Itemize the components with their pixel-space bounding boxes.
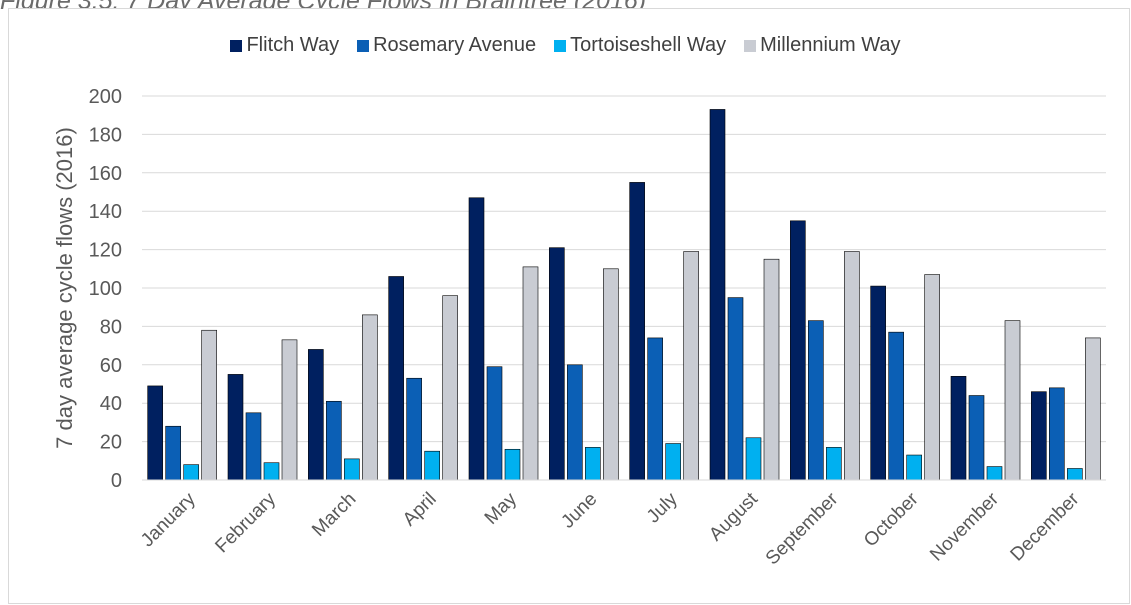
x-tick-label: December [1007,488,1084,565]
chart-frame [8,8,1130,604]
legend-swatch [230,39,243,52]
bar-flitch-way [629,182,645,481]
bar-rosemary-avenue [727,297,744,481]
bar-tortoiseshell-way [504,448,521,481]
bar-rosemary-avenue [165,425,181,481]
x-tick-label: May [481,488,522,529]
bar-millennium-way [522,266,539,481]
y-tick-label: 20 [100,432,122,454]
bar-millennium-way [924,274,940,481]
bar-rosemary-avenue [326,400,342,481]
bar-tortoiseshell-way [1067,468,1083,481]
bar-millennium-way [442,295,458,481]
bar-tortoiseshell-way [986,466,1003,481]
bar-flitch-way [468,197,485,481]
y-tick-label: 180 [89,124,122,146]
bar-tortoiseshell-way [826,447,842,481]
bar-millennium-way [281,339,298,481]
bar-tortoiseshell-way [906,454,922,481]
bar-flitch-way [147,385,163,481]
bar-tortoiseshell-way [183,464,199,481]
x-tick-label: September [762,488,843,569]
bar-tortoiseshell-way [424,450,440,481]
bar-rosemary-avenue [1049,387,1065,481]
legend-label: Tortoiseshell Way [570,34,727,56]
y-tick-label: 160 [89,163,122,185]
bar-tortoiseshell-way [585,447,601,481]
legend-item: Tortoiseshell Way [554,34,726,57]
y-tick-label: 0 [111,470,122,492]
bar-flitch-way [388,276,404,481]
bar-flitch-way [308,349,324,481]
bar-rosemary-avenue [486,366,503,481]
bar-flitch-way [549,247,565,481]
y-tick-label: 140 [89,201,122,223]
legend-label: Millennium Way [760,34,901,56]
bar-flitch-way [227,374,244,481]
bar-rosemary-avenue [245,412,262,481]
legend-swatch [357,39,370,52]
x-tick-label: June [557,489,601,533]
x-tick-label: October [860,488,923,551]
bar-tortoiseshell-way [745,437,762,481]
y-tick-label: 100 [89,278,122,300]
y-tick-label: 200 [89,86,122,108]
bar-millennium-way [683,251,699,481]
y-axis-label: 7 day average cycle flows (2016) [52,127,77,449]
bar-rosemary-avenue [406,377,422,481]
y-tick-label: 40 [100,393,122,415]
bar-tortoiseshell-way [344,458,360,481]
y-tick-label: 80 [100,316,122,338]
bar-rosemary-avenue [567,364,583,481]
bar-millennium-way [201,329,217,481]
x-tick-label: August [705,488,762,545]
bar-millennium-way [362,314,378,481]
legend-item: Millennium Way [744,34,901,57]
y-tick-label: 120 [89,240,122,262]
x-tick-label: November [926,488,1003,565]
x-tick-label: March [308,489,360,541]
bar-millennium-way [844,251,860,481]
bar-millennium-way [1004,320,1021,481]
chart-legend: Flitch Way Rosemary Avenue Tortoiseshell W… [0,34,1131,57]
legend-label: Flitch Way [246,34,340,56]
bar-flitch-way [1031,391,1047,481]
legend-swatch [554,39,567,52]
bar-tortoiseshell-way [263,462,280,481]
bar-millennium-way [763,258,780,481]
y-tick-label: 60 [100,355,122,377]
bar-tortoiseshell-way [665,443,681,481]
bar-flitch-way [790,220,806,481]
bar-millennium-way [1085,337,1101,481]
x-tick-label: February [211,488,280,557]
legend-label: Rosemary Avenue [373,34,537,56]
x-tick-label: July [643,488,682,527]
bar-flitch-way [870,285,886,481]
bar-rosemary-avenue [808,320,824,481]
bar-flitch-way [950,376,967,481]
legend-swatch [744,39,757,52]
x-tick-label: April [399,489,441,531]
x-tick-label: January [137,488,200,551]
bar-flitch-way [709,109,726,481]
bar-rosemary-avenue [647,337,663,481]
legend-item: Rosemary Avenue [357,34,536,57]
legend-item: Flitch Way [230,34,339,57]
bar-millennium-way [603,268,619,481]
bar-rosemary-avenue [888,331,904,481]
bar-rosemary-avenue [968,395,985,481]
